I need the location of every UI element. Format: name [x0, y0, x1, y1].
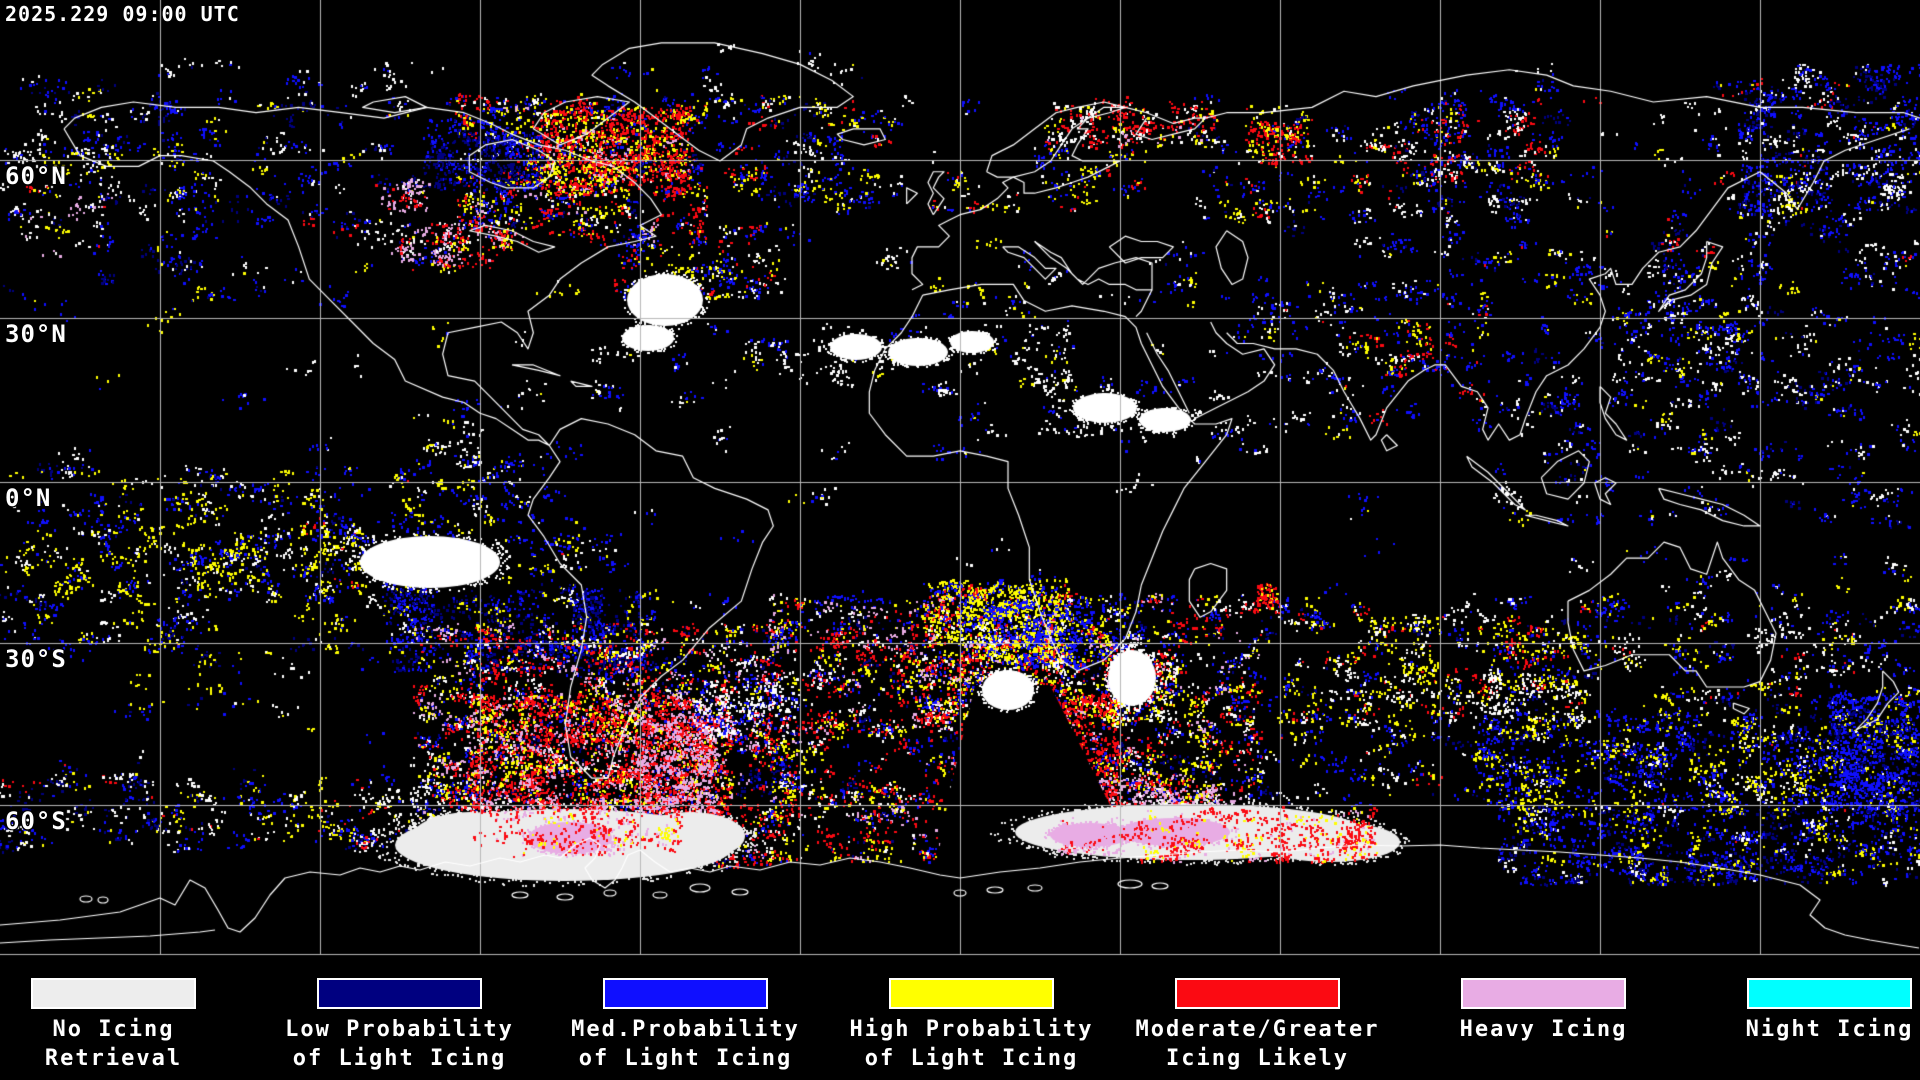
legend-swatch-night: [1747, 978, 1912, 1009]
timestamp-label: 2025.229 09:00 UTC: [5, 2, 240, 26]
legend-label-low-prob: Low Probability of Light Icing: [285, 1015, 514, 1073]
icing-map-canvas: [0, 0, 1920, 958]
lat-label-30n: 30°N: [5, 320, 67, 348]
lat-label-60s: 60°S: [5, 807, 67, 835]
legend-label-moderate: Moderate/Greater Icing Likely: [1136, 1015, 1380, 1073]
legend-swatch-low-prob: [317, 978, 482, 1009]
legend-item-night: Night Icing: [1746, 978, 1914, 1078]
legend-line2: of Light Icing: [864, 1046, 1079, 1071]
legend-label-night: Night Icing: [1746, 1015, 1914, 1044]
legend-swatch-med-prob: [603, 978, 768, 1009]
legend-item-no-icing: No Icing Retrieval: [31, 978, 196, 1078]
legend-line1: Low Probability: [285, 1017, 514, 1042]
legend-item-moderate: Moderate/Greater Icing Likely: [1136, 978, 1377, 1078]
legend-line1: Med.Probability: [571, 1017, 800, 1042]
legend-line1: Heavy Icing: [1459, 1017, 1628, 1042]
legend-line1: Night Icing: [1745, 1017, 1914, 1042]
lat-label-0n: 0°N: [5, 484, 52, 512]
legend-item-high-prob: High Probability of Light Icing: [850, 978, 1091, 1078]
legend-swatch-moderate: [1175, 978, 1340, 1009]
legend-line2: Icing Likely: [1166, 1046, 1349, 1071]
legend-swatch-heavy: [1461, 978, 1626, 1009]
legend-item-low-prob: Low Probability of Light Icing: [285, 978, 512, 1078]
legend-line2: Retrieval: [44, 1046, 183, 1071]
legend-item-med-prob: Med.Probability of Light Icing: [571, 978, 798, 1078]
legend-swatch-high-prob: [889, 978, 1054, 1009]
legend-item-heavy: Heavy Icing: [1460, 978, 1628, 1078]
lat-label-60n: 60°N: [5, 162, 67, 190]
legend-swatch-no-icing: [31, 978, 196, 1009]
map-area: 2025.229 09:00 UTC 60°N 30°N 0°N 30°S 60…: [0, 0, 1920, 958]
legend-label-high-prob: High Probability of Light Icing: [850, 1015, 1094, 1073]
legend-line2: of Light Icing: [578, 1046, 793, 1071]
legend-line2: of Light Icing: [292, 1046, 507, 1071]
legend-label-med-prob: Med.Probability of Light Icing: [571, 1015, 800, 1073]
legend-line1: Moderate/Greater: [1135, 1017, 1380, 1042]
legend-line1: No Icing: [52, 1017, 175, 1042]
lat-label-30s: 30°S: [5, 645, 67, 673]
legend-label-heavy: Heavy Icing: [1460, 1015, 1628, 1044]
legend-label-no-icing: No Icing Retrieval: [45, 1015, 182, 1073]
legend-line1: High Probability: [849, 1017, 1094, 1042]
